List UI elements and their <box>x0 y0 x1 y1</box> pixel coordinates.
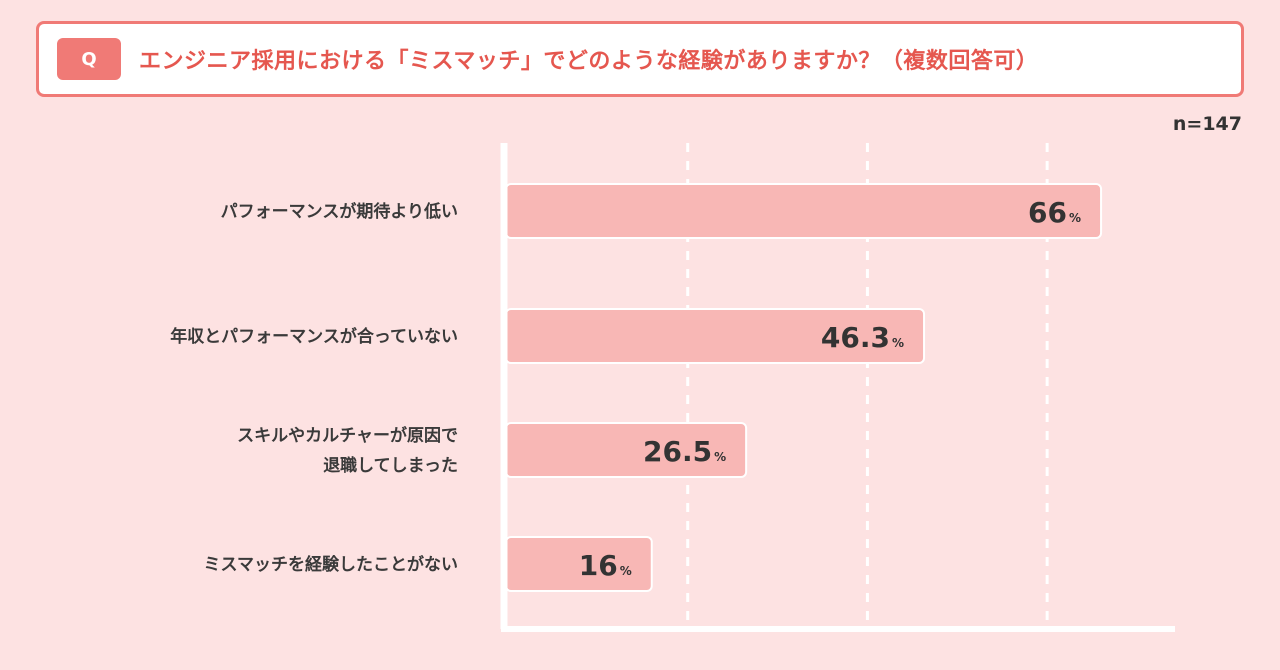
category-label-3-line-2: 退職してしまった <box>323 455 458 476</box>
value-label-3: 26.5% <box>643 435 726 468</box>
value-label-1: 66% <box>1028 196 1081 229</box>
category-label-3-line-1: スキルやカルチャーが原因で <box>237 425 458 446</box>
category-label-1: パフォーマンスが期待より低い <box>221 201 458 222</box>
question-badge: Q <box>57 38 121 80</box>
category-label-2: 年収とパフォーマンスが合っていない <box>170 326 458 347</box>
value-label-2: 46.3% <box>821 321 904 354</box>
value-label-4: 16% <box>579 549 632 582</box>
question-text: エンジニア採用における「ミスマッチ」でどのような経験がありますか？（複数回答可） <box>139 49 1039 74</box>
category-label-4: ミスマッチを経験したことがない <box>204 554 459 575</box>
sample-size: n=147 <box>1172 113 1242 135</box>
bar-1 <box>505 183 1103 239</box>
question-box: Q エンジニア採用における「ミスマッチ」でどのような経験がありますか？（複数回答… <box>36 21 1244 97</box>
